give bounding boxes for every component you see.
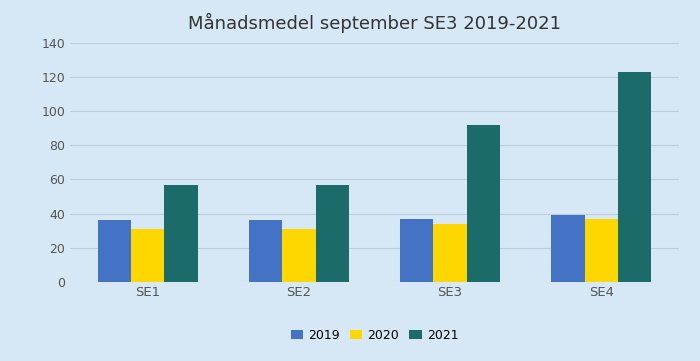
Bar [467,125,500,282]
Bar [282,229,316,282]
Title: Månadsmedel september SE3 2019-2021: Månadsmedel september SE3 2019-2021 [188,13,561,34]
Legend: 2019, 2020, 2021: 2019, 2020, 2021 [286,323,463,347]
Bar [316,184,349,282]
Bar [433,224,467,282]
Bar [131,229,164,282]
Bar [98,220,131,282]
Bar [400,219,433,282]
Bar [249,220,282,282]
Bar [164,184,197,282]
Bar [584,219,618,282]
Bar [552,215,584,282]
Bar [618,72,651,282]
